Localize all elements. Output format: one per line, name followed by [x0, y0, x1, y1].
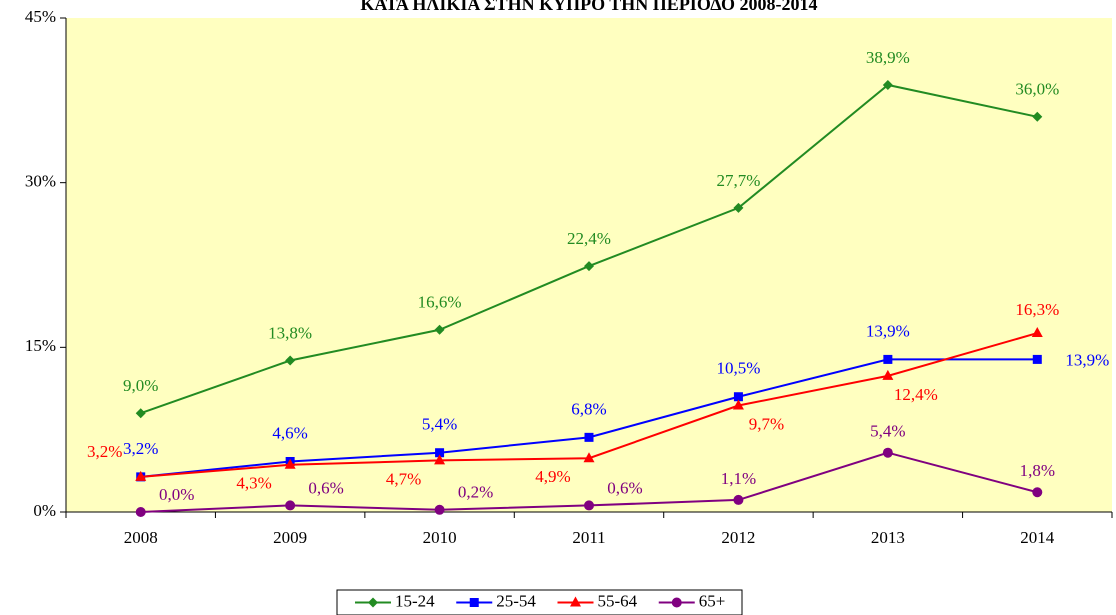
- legend-label: 55-64: [598, 591, 638, 610]
- data-label: 10,5%: [716, 359, 760, 378]
- data-point: [1031, 327, 1043, 338]
- y-tick-label: 15%: [25, 336, 56, 355]
- data-label: 13,9%: [866, 321, 910, 340]
- legend-marker: [671, 597, 682, 608]
- data-point: [434, 504, 445, 515]
- data-label: 27,7%: [716, 171, 760, 190]
- chart-title: ΚΑΤΑ ΗΛΙΚΙΑ ΣΤΗΝ ΚΥΠΡΟ ΤΗΝ ΠΕΡΙΟΔΟ 2008-…: [360, 0, 817, 14]
- legend-label: 65+: [699, 591, 726, 610]
- data-point: [584, 432, 594, 442]
- x-tick-label: 2013: [871, 528, 905, 547]
- data-label: 1,8%: [1020, 461, 1055, 480]
- data-label: 0,0%: [159, 485, 194, 504]
- data-point: [733, 494, 744, 505]
- data-point: [135, 470, 147, 481]
- data-point: [135, 507, 146, 517]
- data-point: [733, 392, 743, 402]
- x-tick-label: 2012: [721, 528, 755, 547]
- data-point: [435, 448, 445, 458]
- data-label: 16,6%: [418, 293, 462, 312]
- data-label: 9,7%: [749, 414, 784, 433]
- legend-label: 25-54: [496, 591, 536, 610]
- data-label: 16,3%: [1015, 300, 1059, 319]
- x-tick-label: 2014: [1020, 528, 1055, 547]
- data-label: 6,8%: [571, 399, 606, 418]
- data-point: [882, 447, 893, 458]
- data-label: 0,2%: [458, 483, 493, 502]
- data-point: [434, 324, 445, 335]
- x-tick-label: 2011: [572, 528, 605, 547]
- data-label: 3,2%: [87, 442, 122, 461]
- y-tick-label: 0%: [33, 501, 56, 520]
- data-point: [882, 369, 894, 380]
- data-label: 4,7%: [386, 469, 421, 488]
- data-label: 0,6%: [607, 478, 642, 497]
- data-point: [1032, 487, 1043, 498]
- data-point: [583, 452, 595, 463]
- data-label: 5,4%: [422, 415, 457, 434]
- data-point: [434, 454, 446, 465]
- data-label: 3,2%: [123, 439, 158, 458]
- x-tick-label: 2010: [423, 528, 457, 547]
- data-label: 4,6%: [272, 423, 307, 442]
- data-label: 4,9%: [535, 467, 570, 486]
- data-label: 12,4%: [894, 385, 938, 404]
- data-point: [732, 399, 744, 410]
- data-point: [883, 354, 893, 364]
- data-point: [135, 408, 146, 419]
- data-point: [284, 458, 296, 469]
- data-label: 5,4%: [870, 422, 905, 441]
- data-point: [1032, 354, 1042, 364]
- y-tick-label: 30%: [25, 172, 56, 191]
- y-tick-label: 45%: [25, 7, 56, 26]
- data-point: [1032, 111, 1043, 122]
- data-point: [285, 355, 296, 366]
- data-point: [584, 261, 594, 272]
- data-label: 4,3%: [236, 474, 271, 493]
- data-label: 1,1%: [721, 469, 756, 488]
- data-label: 9,0%: [123, 376, 158, 395]
- data-point: [285, 500, 296, 511]
- data-point: [584, 500, 594, 511]
- legend-marker: [469, 598, 479, 607]
- legend-marker: [570, 596, 581, 607]
- data-label: 13,9%: [1065, 350, 1109, 369]
- x-tick-label: 2009: [273, 528, 307, 547]
- data-point: [882, 79, 893, 90]
- data-label: 13,8%: [268, 323, 312, 342]
- data-label: 38,9%: [866, 48, 910, 67]
- legend-label: 15-24: [395, 591, 435, 610]
- data-label: 36,0%: [1015, 80, 1059, 99]
- x-tick-label: 2008: [124, 528, 158, 547]
- data-point: [733, 202, 744, 213]
- data-label: 0,6%: [308, 478, 343, 497]
- legend-marker: [368, 597, 378, 608]
- data-label: 22,4%: [567, 229, 611, 248]
